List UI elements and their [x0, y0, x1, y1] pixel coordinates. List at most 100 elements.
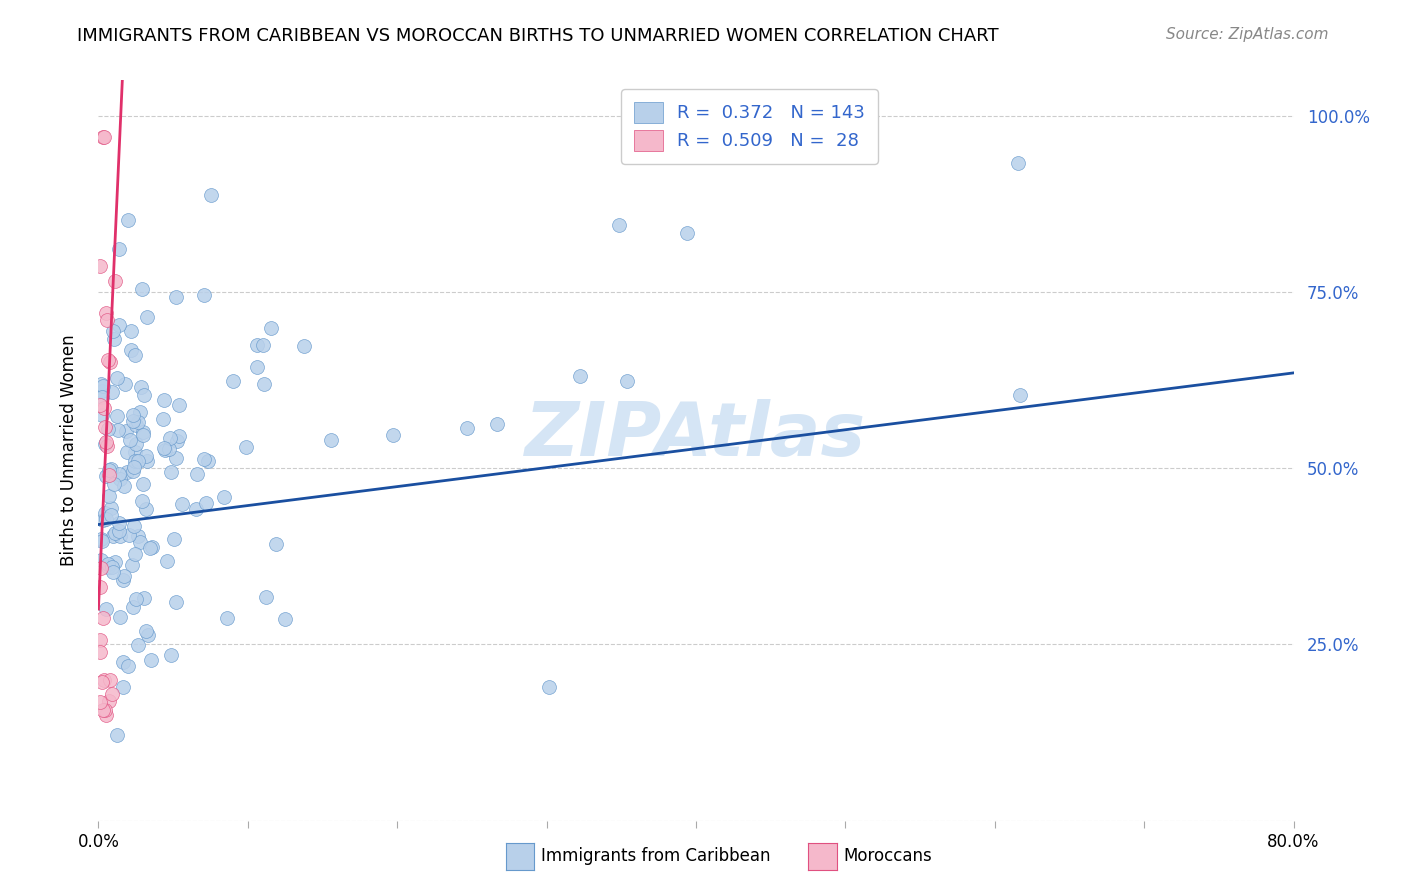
Point	[135, 502, 157, 516]
Point	[114, 377, 136, 392]
Point	[120, 325, 142, 339]
Point	[97, 422, 120, 436]
Point	[125, 592, 148, 607]
Point	[127, 454, 149, 468]
Point	[159, 431, 181, 445]
Point	[122, 464, 145, 478]
Point	[128, 535, 150, 549]
Text: Source: ZipAtlas.com: Source: ZipAtlas.com	[1166, 27, 1329, 42]
Point	[132, 477, 155, 491]
Point	[162, 532, 184, 546]
Point	[139, 653, 162, 667]
Point	[616, 374, 638, 388]
Point	[136, 454, 159, 468]
Point	[108, 467, 131, 482]
Point	[537, 680, 560, 694]
Point	[121, 558, 143, 572]
Point	[91, 390, 114, 404]
Text: Moroccans: Moroccans	[844, 847, 932, 865]
Point	[115, 465, 138, 479]
Point	[254, 591, 277, 605]
Point	[159, 648, 181, 662]
Point	[118, 528, 141, 542]
Point	[165, 451, 187, 466]
Point	[107, 423, 129, 437]
Point	[170, 497, 193, 511]
Point	[135, 310, 157, 324]
Point	[100, 501, 122, 516]
Point	[90, 561, 112, 575]
Point	[186, 467, 208, 481]
Point	[108, 524, 131, 538]
Point	[91, 384, 114, 398]
Point	[101, 528, 124, 542]
Point	[98, 355, 122, 369]
Point	[90, 377, 112, 392]
Point	[107, 242, 129, 256]
Point	[169, 398, 191, 412]
Point	[91, 129, 114, 144]
Point	[112, 479, 135, 493]
Point	[252, 376, 274, 391]
Point	[132, 425, 155, 439]
Point	[93, 129, 115, 144]
Point	[104, 525, 127, 540]
Point	[153, 442, 176, 456]
Point	[97, 559, 120, 574]
Point	[90, 534, 112, 549]
Point	[94, 306, 117, 320]
Point	[246, 359, 269, 374]
Point	[104, 274, 127, 288]
Point	[101, 560, 124, 574]
Point	[91, 513, 114, 527]
Point	[252, 337, 274, 351]
Point	[100, 508, 122, 522]
Point	[246, 337, 269, 351]
Point	[138, 628, 160, 642]
Point	[94, 703, 117, 717]
Point	[193, 287, 215, 301]
Point	[90, 532, 112, 546]
Point	[569, 369, 592, 384]
Point	[165, 595, 187, 609]
Point	[122, 414, 145, 428]
Point	[125, 417, 148, 432]
Point	[124, 445, 146, 459]
Point	[121, 599, 143, 614]
Point	[101, 384, 124, 399]
Point	[114, 424, 136, 438]
Point	[675, 227, 697, 241]
Point	[97, 557, 120, 571]
Point	[129, 405, 152, 419]
Y-axis label: Births to Unmarried Women: Births to Unmarried Women	[59, 334, 77, 566]
Point	[260, 320, 283, 334]
Point	[456, 420, 478, 434]
Point	[131, 494, 153, 508]
Point	[319, 433, 342, 447]
Point	[152, 412, 174, 426]
Point	[108, 472, 131, 486]
Point	[127, 529, 149, 543]
Point	[135, 450, 157, 464]
Point	[131, 282, 153, 296]
Point	[153, 443, 176, 458]
Point	[153, 392, 176, 407]
Point	[93, 437, 115, 451]
Point	[94, 601, 117, 615]
Point	[97, 463, 120, 477]
Point	[120, 343, 142, 357]
Point	[108, 318, 131, 332]
Point	[221, 374, 243, 388]
Point	[120, 433, 142, 447]
Point	[89, 645, 111, 659]
Point	[105, 371, 128, 385]
Point	[105, 728, 128, 742]
Point	[89, 398, 111, 412]
Point	[103, 477, 125, 491]
Point	[91, 674, 114, 689]
Point	[98, 467, 121, 482]
Point	[135, 624, 157, 638]
Point	[1008, 388, 1031, 402]
Point	[96, 313, 118, 327]
Point	[131, 428, 153, 442]
